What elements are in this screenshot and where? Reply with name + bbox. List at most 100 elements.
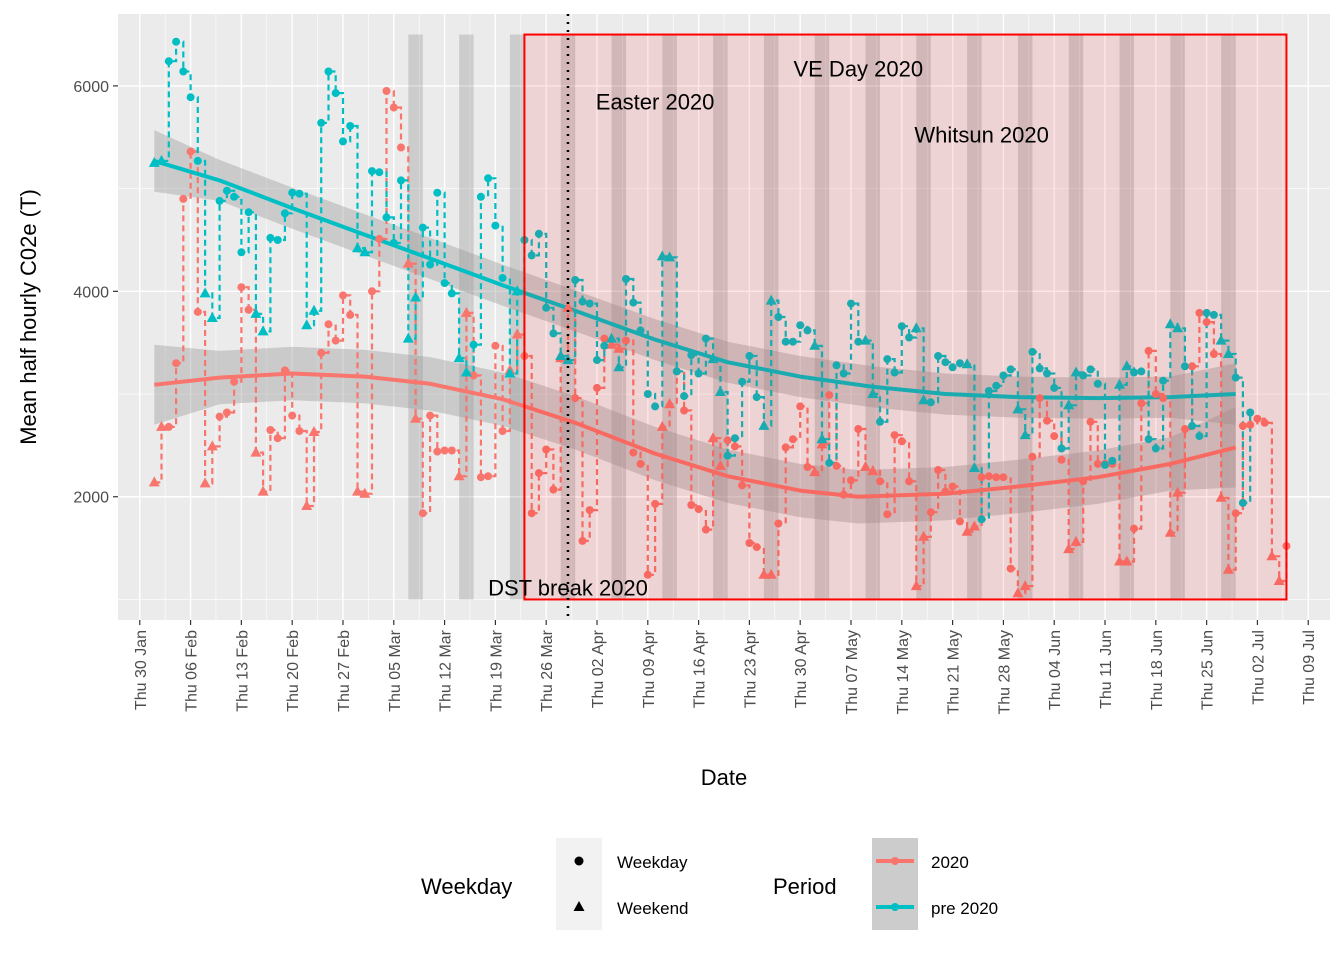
- annotation-label: Easter 2020: [596, 90, 715, 115]
- data-point-weekday: [295, 427, 304, 435]
- legend-title-weekday: Weekday: [421, 874, 512, 899]
- data-point-weekday: [832, 461, 841, 470]
- data-point-weekday: [179, 67, 188, 76]
- data-point-weekday: [1050, 432, 1059, 441]
- data-point-weekend: [352, 485, 363, 496]
- data-point-weekday: [491, 221, 500, 230]
- data-point-weekday: [593, 356, 601, 365]
- data-point-weekday: [781, 337, 790, 346]
- data-point-weekend: [816, 438, 828, 449]
- data-point-weekday: [984, 472, 993, 481]
- data-point-weekday: [600, 334, 609, 343]
- data-point-weekday: [222, 408, 231, 417]
- data-point-weekend: [410, 291, 422, 302]
- data-point-weekday: [469, 371, 478, 380]
- data-point-weekend: [613, 342, 625, 353]
- data-point-weekend: [453, 470, 465, 481]
- y-tick-label: 4000: [73, 284, 109, 301]
- data-point-weekday: [941, 487, 950, 496]
- legend-label-weekday: Weekday: [617, 853, 688, 872]
- data-point-weekday: [622, 275, 630, 283]
- annotation-label: Whitsun 2020: [914, 122, 1049, 147]
- data-point-weekday: [288, 188, 297, 197]
- data-point-weekend: [308, 304, 320, 315]
- data-point-weekend: [961, 358, 973, 369]
- data-point-weekday: [636, 459, 645, 468]
- data-point-weekday: [1188, 362, 1197, 371]
- data-point-weekend: [1012, 587, 1024, 598]
- data-point-weekday: [578, 536, 587, 545]
- data-point-weekday: [1093, 379, 1102, 388]
- weekend-band: [967, 34, 982, 600]
- data-point-weekday: [890, 368, 899, 377]
- data-point-weekend: [1019, 429, 1031, 440]
- data-point-weekday: [1043, 416, 1051, 425]
- data-point-weekday: [244, 208, 253, 217]
- data-point-weekday: [215, 196, 224, 205]
- data-point-weekday: [230, 377, 239, 386]
- data-point-weekday: [331, 336, 340, 345]
- data-point-weekday: [1231, 373, 1240, 382]
- weekend-band: [814, 34, 830, 600]
- data-point-weekend: [867, 465, 879, 476]
- data-point-weekend: [1215, 334, 1227, 345]
- data-point-weekday: [1180, 362, 1189, 371]
- data-point-weekend: [206, 440, 218, 451]
- data-point-weekday: [397, 176, 405, 185]
- data-point-weekday: [672, 367, 681, 376]
- data-point-weekend: [765, 568, 777, 579]
- data-point-weekday: [593, 383, 601, 392]
- data-point-weekday: [876, 417, 884, 426]
- data-point-weekday: [1035, 364, 1044, 373]
- data-point-weekday: [992, 473, 1001, 482]
- data-point-weekend: [1070, 535, 1082, 546]
- x-tick-label: Thu 18 Jun: [1149, 630, 1166, 710]
- x-tick-label: Thu 16 Apr: [692, 629, 709, 708]
- data-point-weekday: [1144, 435, 1153, 444]
- data-point-weekday: [854, 337, 863, 346]
- data-point-weekday: [1180, 425, 1189, 433]
- x-tick-label: Thu 02 Jul: [1250, 630, 1267, 705]
- data-point-weekday: [1209, 310, 1218, 319]
- data-point-weekday: [484, 174, 493, 183]
- annotations: DST break 2020 Easter 2020 VE Day 2020 Whit…: [488, 57, 1049, 601]
- data-point-weekday: [977, 515, 986, 524]
- data-point-weekday: [1246, 420, 1255, 429]
- data-point-weekday: [186, 147, 195, 156]
- data-point-weekday: [730, 442, 739, 451]
- data-point-weekday: [1144, 346, 1153, 355]
- data-point-weekday: [346, 122, 355, 130]
- weekend-band: [1170, 34, 1185, 600]
- data-point-weekend: [199, 287, 211, 298]
- data-point-weekday: [926, 398, 935, 407]
- data-point-weekday: [788, 435, 797, 444]
- data-point-weekend: [664, 398, 676, 409]
- data-point-weekday: [1006, 564, 1015, 573]
- x-tick-label: Thu 20 Feb: [285, 630, 302, 712]
- data-point-weekday: [796, 321, 805, 330]
- data-point-weekday: [571, 276, 580, 284]
- x-tick-label: Thu 28 May: [996, 630, 1013, 714]
- data-point-weekend: [860, 334, 871, 345]
- data-point-weekday: [164, 57, 173, 66]
- data-point-weekday: [273, 434, 282, 443]
- data-point-weekend: [765, 294, 777, 305]
- data-point-weekday: [447, 289, 456, 298]
- data-point-weekday: [288, 411, 297, 420]
- data-point-weekday: [876, 477, 884, 486]
- data-point-weekend: [402, 257, 414, 268]
- data-point-weekday: [1202, 318, 1211, 327]
- data-point-weekday: [375, 168, 384, 177]
- data-point-weekend: [1215, 491, 1227, 502]
- data-point-weekday: [585, 506, 594, 515]
- data-point-weekend: [910, 322, 922, 333]
- data-point-weekday: [542, 303, 551, 312]
- data-point-weekday: [244, 305, 253, 314]
- data-point-weekday: [1195, 432, 1204, 441]
- x-tick-label: Thu 30 Jan: [133, 630, 150, 710]
- weekend-band: [509, 34, 525, 600]
- data-point-weekend: [1063, 543, 1075, 554]
- data-point-weekday: [498, 427, 507, 435]
- data-point-weekday: [948, 482, 957, 491]
- x-tick-label: Thu 21 May: [946, 630, 963, 714]
